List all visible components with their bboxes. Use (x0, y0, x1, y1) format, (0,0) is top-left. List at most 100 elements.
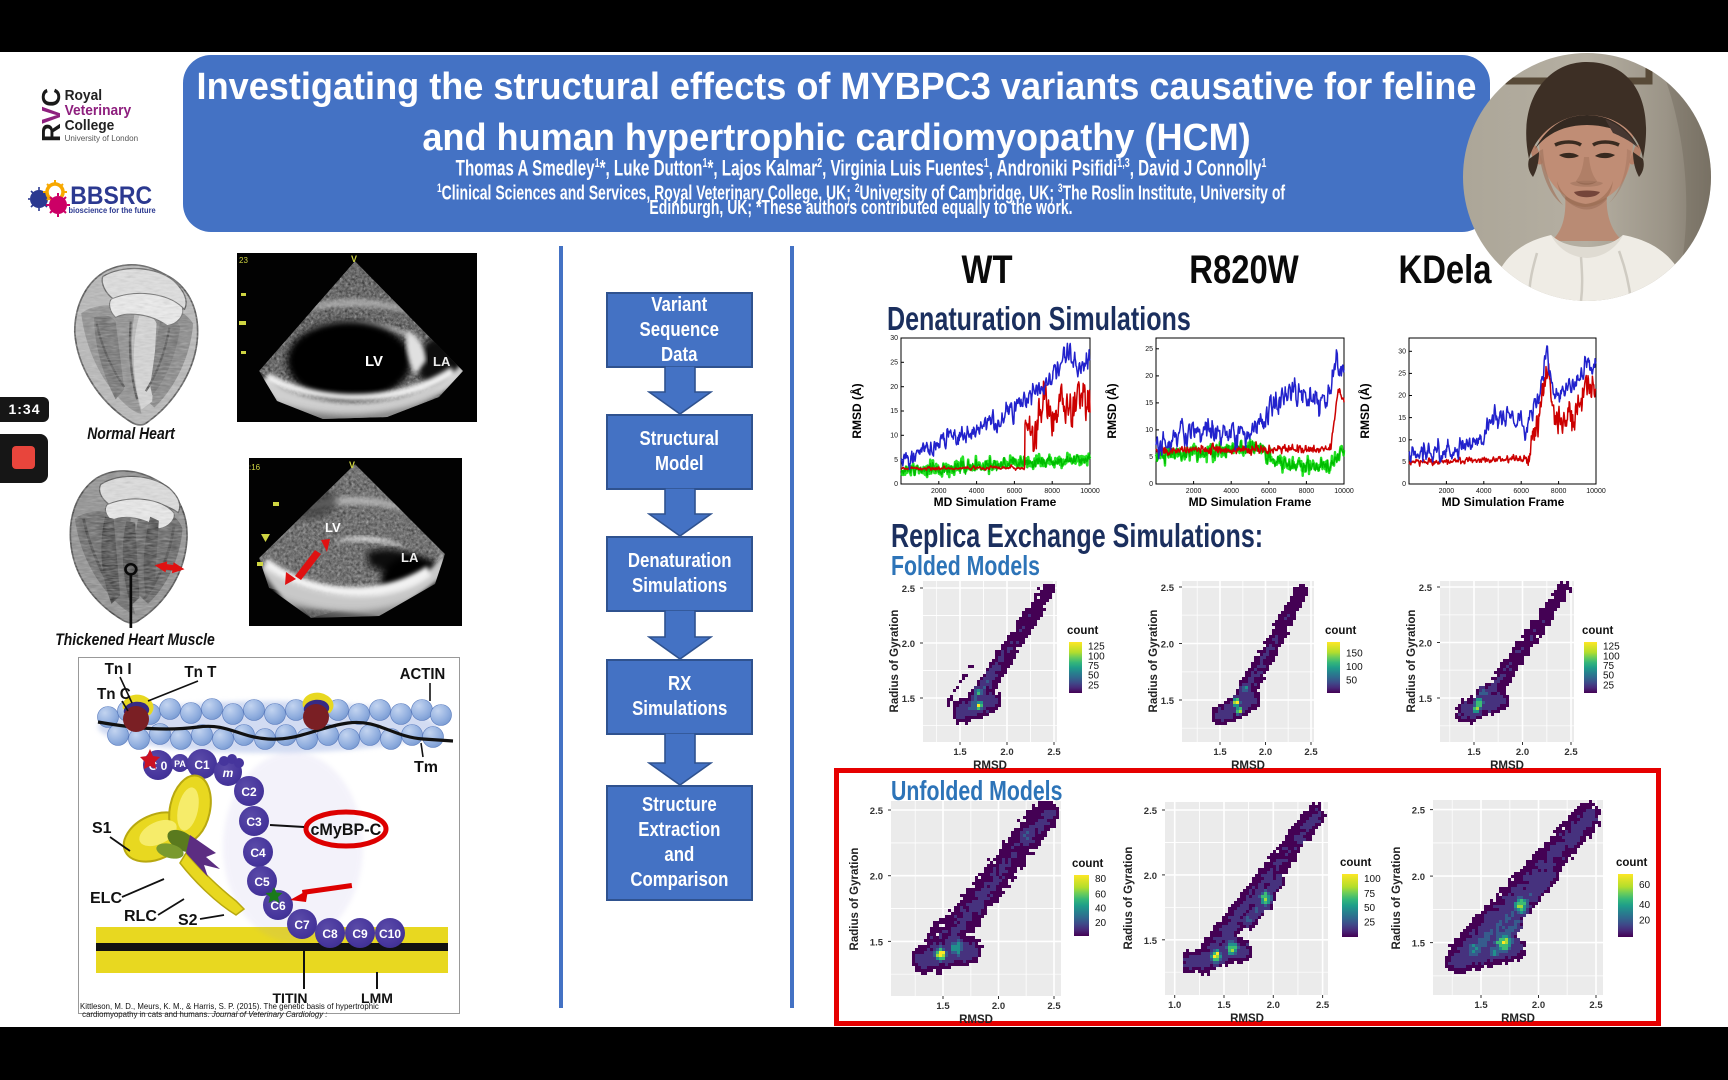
svg-text:0: 0 (1402, 481, 1406, 488)
svg-text:ELC: ELC (90, 890, 122, 907)
svg-text:20: 20 (1639, 915, 1651, 926)
svg-text:count: count (1616, 857, 1647, 869)
svg-text:RVC: RVC (38, 88, 66, 142)
svg-text:MD Simulation Frame: MD Simulation Frame (934, 495, 1057, 509)
svg-text:1.5: 1.5 (1144, 936, 1158, 947)
svg-text:C10: C10 (379, 927, 401, 941)
svg-text:1.5: 1.5 (902, 694, 916, 705)
svg-text:1.5: 1.5 (1419, 694, 1433, 705)
svg-text:25: 25 (1145, 346, 1153, 353)
svg-text:100: 100 (1603, 651, 1620, 662)
svg-text:RMSD: RMSD (1230, 1013, 1264, 1025)
svg-text:Tn C: Tn C (97, 686, 131, 703)
svg-text:C7: C7 (294, 918, 310, 932)
svg-text:count: count (1072, 858, 1103, 870)
svg-text:1.0: 1.0 (1168, 1000, 1181, 1011)
svg-text:Tm: Tm (414, 759, 438, 776)
svg-text:MD Simulation Frame: MD Simulation Frame (1442, 495, 1565, 509)
svg-text:8000: 8000 (1551, 488, 1567, 495)
svg-text:C8: C8 (322, 927, 338, 941)
svg-text:Radius of Gyration: Radius of Gyration (1148, 610, 1160, 713)
svg-text:TITIN: TITIN (273, 990, 308, 1006)
svg-text:10: 10 (1398, 437, 1406, 444)
svg-text:25: 25 (1088, 680, 1100, 691)
svg-text:cMyBP-C: cMyBP-C (310, 820, 381, 839)
svg-text:5: 5 (1402, 459, 1406, 466)
svg-text:2000: 2000 (1186, 488, 1202, 495)
svg-text:40: 40 (1095, 903, 1107, 914)
svg-text:6000: 6000 (1261, 488, 1277, 495)
svg-text:5: 5 (894, 457, 898, 464)
svg-text:2.0: 2.0 (1259, 747, 1272, 758)
svg-text:College: College (65, 117, 115, 133)
svg-text:15: 15 (1145, 400, 1153, 407)
svg-text:RMSD: RMSD (973, 760, 1007, 772)
svg-text:30: 30 (890, 335, 898, 342)
svg-text:BBSRC: BBSRC (70, 182, 152, 210)
svg-text:75: 75 (1364, 889, 1376, 900)
svg-text:2.0: 2.0 (1516, 747, 1529, 758)
svg-text:1.5: 1.5 (1467, 747, 1481, 758)
svg-text:V: V (349, 460, 355, 470)
svg-text:8000: 8000 (1299, 488, 1315, 495)
svg-text:1.5: 1.5 (953, 747, 967, 758)
svg-text:Radius of Gyration: Radius of Gyration (849, 848, 861, 951)
svg-text:20: 20 (1398, 393, 1406, 400)
svg-text:25: 25 (1398, 371, 1406, 378)
svg-text:RMSD: RMSD (1490, 760, 1524, 772)
svg-text:RMSD: RMSD (1501, 1013, 1535, 1025)
svg-text:15: 15 (1398, 415, 1406, 422)
svg-text:50: 50 (1346, 676, 1358, 687)
svg-text:Tn I: Tn I (105, 661, 132, 678)
svg-text:1.5: 1.5 (1213, 747, 1227, 758)
svg-text:2.0: 2.0 (1412, 872, 1425, 883)
svg-text:2.5: 2.5 (870, 806, 884, 817)
svg-text:25: 25 (1364, 918, 1376, 929)
svg-text:23: 23 (239, 256, 248, 265)
svg-text:4000: 4000 (969, 488, 985, 495)
svg-text:1.5: 1.5 (1474, 1000, 1488, 1011)
svg-text:2.5: 2.5 (1564, 747, 1578, 758)
svg-text:LV: LV (365, 353, 383, 370)
svg-text:25: 25 (890, 360, 898, 367)
svg-text:20: 20 (1095, 918, 1107, 929)
svg-text:50: 50 (1603, 671, 1615, 682)
svg-text:1.5: 1.5 (1412, 939, 1426, 950)
svg-text:C1: C1 (194, 758, 210, 772)
svg-text:Radius of Gyration: Radius of Gyration (1391, 847, 1403, 950)
svg-text:C4: C4 (250, 846, 266, 860)
svg-text:50: 50 (1088, 671, 1100, 682)
svg-text:Veterinary: Veterinary (65, 102, 132, 118)
svg-text:LMM: LMM (361, 990, 393, 1006)
svg-text:2.5: 2.5 (1419, 583, 1433, 594)
svg-text:RMSD (Å): RMSD (Å) (849, 383, 864, 438)
svg-text:2.5: 2.5 (1316, 1000, 1330, 1011)
svg-text:LA: LA (401, 550, 419, 565)
svg-text:25: 25 (1603, 680, 1615, 691)
svg-text:10: 10 (1145, 427, 1153, 434)
svg-text:S2: S2 (178, 912, 198, 929)
svg-text:RMSD (Å): RMSD (Å) (1104, 383, 1119, 438)
svg-text:V: V (351, 254, 357, 264)
svg-text:2.0: 2.0 (1161, 640, 1174, 651)
svg-text:20: 20 (1145, 373, 1153, 380)
svg-text:0: 0 (1149, 481, 1153, 488)
svg-text:Royal: Royal (65, 87, 102, 103)
svg-text:1.5: 1.5 (870, 937, 884, 948)
svg-text:1.5: 1.5 (1161, 696, 1175, 707)
svg-text:20: 20 (890, 384, 898, 391)
svg-text:count: count (1067, 625, 1098, 637)
svg-text:RMSD: RMSD (1231, 760, 1265, 772)
svg-text:4000: 4000 (1223, 488, 1239, 495)
svg-text:15: 15 (890, 408, 898, 415)
svg-text:2.5: 2.5 (1047, 1001, 1061, 1012)
svg-text:75: 75 (1603, 661, 1615, 672)
svg-text:bioscience for the future: bioscience for the future (68, 206, 156, 216)
svg-text:2.5: 2.5 (1047, 747, 1061, 758)
svg-text:30: 30 (1398, 349, 1406, 356)
svg-text:C3: C3 (246, 815, 262, 829)
svg-text:ACTIN: ACTIN (400, 666, 445, 684)
svg-text:2.0: 2.0 (1267, 1000, 1280, 1011)
svg-text:Radius of Gyration: Radius of Gyration (889, 610, 901, 713)
svg-text:count: count (1325, 625, 1356, 637)
